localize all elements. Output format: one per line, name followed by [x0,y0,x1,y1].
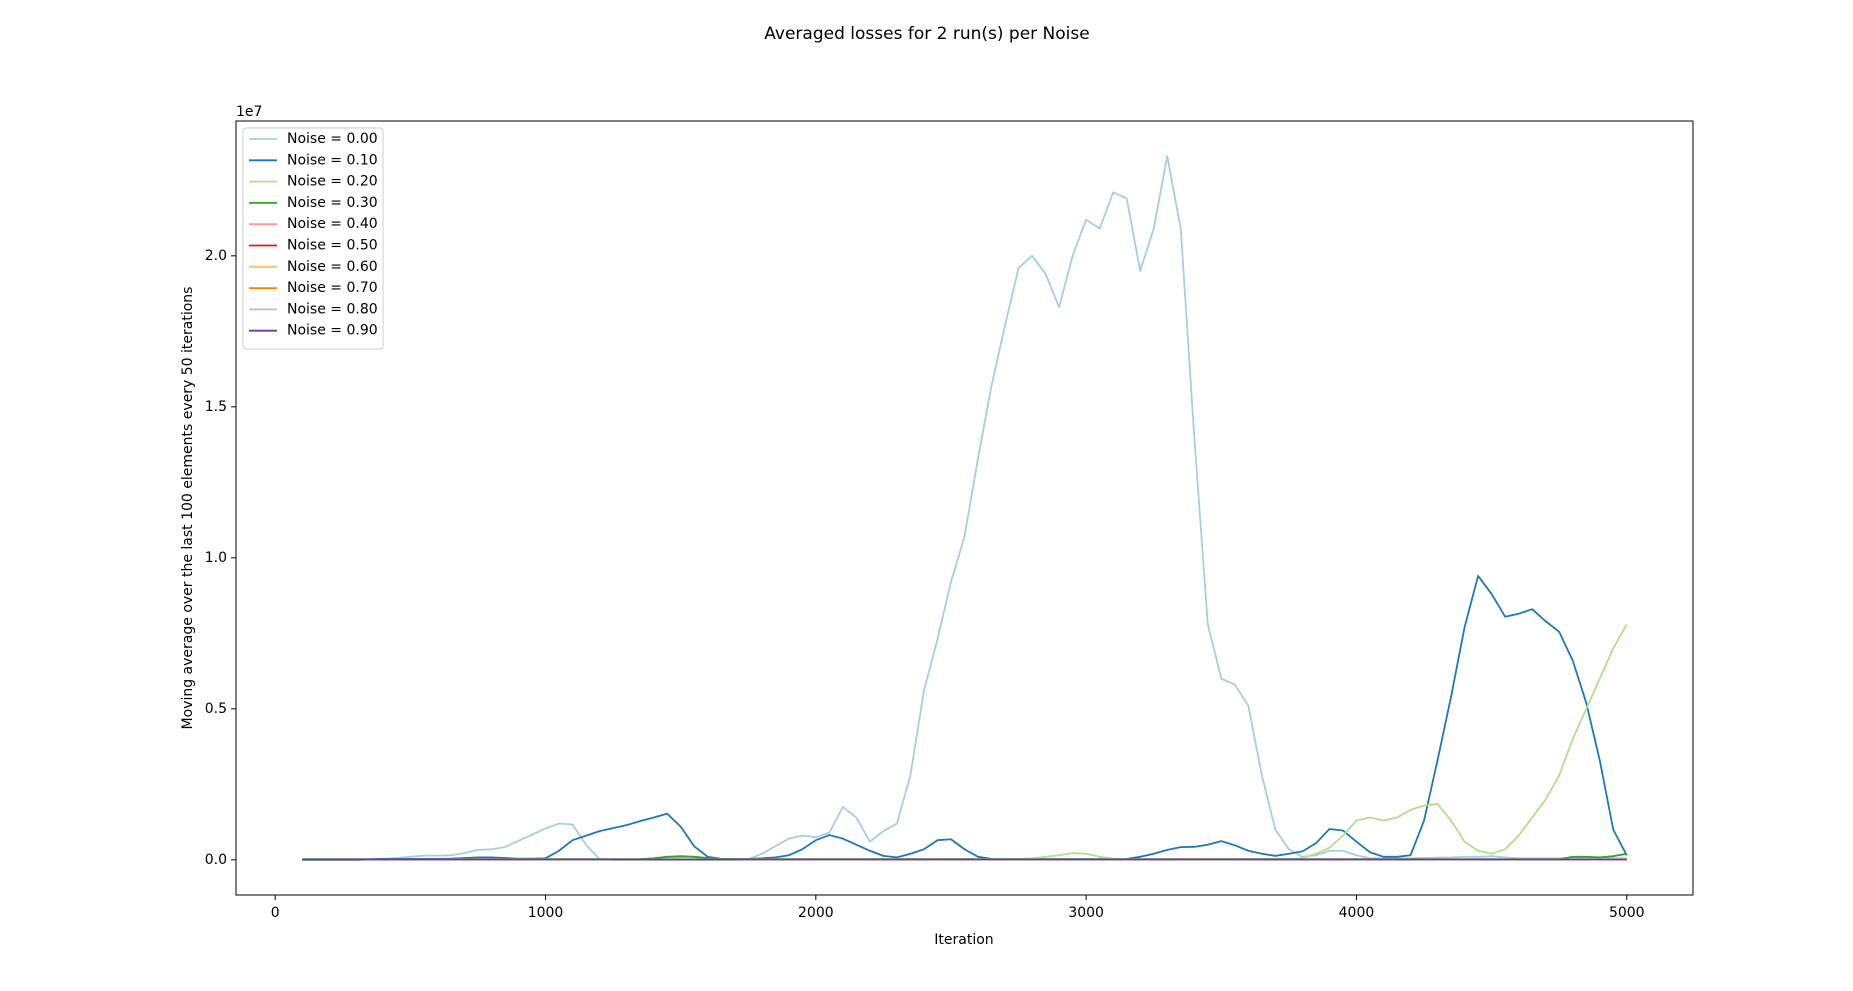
series-line [302,623,1628,861]
x-tick-label: 4000 [1339,905,1375,921]
y-tick-label: 1.5 [205,399,227,415]
x-tick-label: 1000 [528,905,564,921]
legend-label: Noise = 0.30 [287,195,378,211]
series-line [302,575,1628,861]
legend-label: Noise = 0.10 [287,152,378,168]
legend-label: Noise = 0.20 [287,174,378,190]
legend-label: Noise = 0.80 [287,301,378,317]
y-tick-label: 2.0 [205,248,227,264]
y-tick-label: 0.5 [205,701,227,717]
legend-label: Noise = 0.70 [287,280,378,296]
legend-label: Noise = 0.00 [287,131,378,147]
x-axis-label: Iteration [934,932,993,948]
x-tick-label: 0 [271,905,280,921]
plot-frame [235,120,1694,896]
series-line [302,155,1627,861]
x-tick-label: 5000 [1609,905,1645,921]
legend-label: Noise = 0.40 [287,216,378,232]
y-offset-label: 1e7 [236,104,262,120]
x-tick-label: 3000 [1068,905,1104,921]
legend-label: Noise = 0.60 [287,259,378,275]
y-tick-label: 1.0 [205,550,227,566]
y-tick-label: 0.0 [205,852,227,868]
y-axis-label: Moving average over the last 100 element… [180,287,196,730]
x-tick-label: 2000 [798,905,834,921]
legend-box [242,127,384,350]
legend-label: Noise = 0.50 [287,238,378,254]
legend-label: Noise = 0.90 [287,323,378,339]
chart-title: Averaged losses for 2 run(s) per Noise [764,24,1089,44]
